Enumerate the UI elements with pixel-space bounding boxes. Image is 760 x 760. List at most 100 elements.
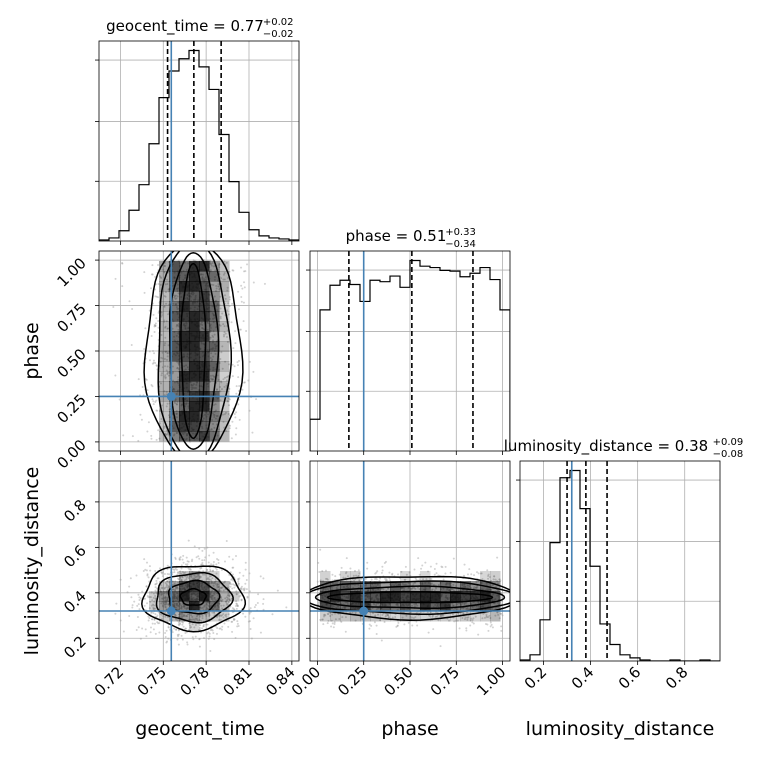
density-geocent_time-vs-luminosity_distance-sample bbox=[262, 598, 265, 601]
density-phase-vs-luminosity_distance-hist-cell bbox=[380, 581, 391, 592]
density-geocent_time-vs-luminosity_distance-sample bbox=[220, 599, 223, 602]
density-geocent_time-vs-luminosity_distance-sample bbox=[158, 592, 161, 595]
density-geocent_time-vs-luminosity_distance-sample bbox=[202, 625, 205, 628]
density-geocent_time-vs-phase-sample bbox=[227, 276, 230, 279]
density-phase-vs-luminosity_distance-sample bbox=[330, 619, 333, 622]
density-geocent_time-vs-phase-sample bbox=[228, 398, 231, 401]
density-geocent_time-vs-phase-hist-cell bbox=[209, 281, 220, 292]
density-geocent_time-vs-luminosity_distance-sample bbox=[155, 591, 158, 594]
density-geocent_time-vs-luminosity_distance-sample bbox=[161, 605, 164, 608]
density-geocent_time-vs-luminosity_distance-sample bbox=[186, 607, 189, 610]
density-geocent_time-vs-luminosity_distance-sample bbox=[142, 569, 145, 572]
density-phase-vs-luminosity_distance-hist-cell bbox=[480, 611, 491, 622]
density-geocent_time-vs-luminosity_distance-sample bbox=[211, 594, 214, 597]
density-phase-vs-luminosity_distance-hist-cell bbox=[370, 581, 381, 592]
density-geocent_time-vs-luminosity_distance-sample bbox=[154, 594, 157, 597]
density-geocent_time-vs-luminosity_distance-sample bbox=[153, 607, 156, 610]
density-phase-vs-luminosity_distance-sample bbox=[430, 582, 433, 585]
density-phase-vs-luminosity_distance-sample bbox=[427, 570, 430, 573]
density-geocent_time-vs-phase-hist-cell bbox=[189, 341, 200, 352]
ylabel-phase: phase bbox=[21, 322, 43, 379]
density-geocent_time-vs-luminosity_distance-sample bbox=[203, 547, 206, 550]
density-geocent_time-vs-luminosity_distance-sample bbox=[186, 563, 189, 566]
density-phase-vs-luminosity_distance-sample bbox=[431, 588, 434, 591]
density-geocent_time-vs-luminosity_distance-hist-cell bbox=[179, 581, 190, 592]
density-geocent_time-vs-phase-sample bbox=[219, 324, 222, 327]
density-geocent_time-vs-phase-sample bbox=[234, 416, 237, 419]
density-phase-vs-luminosity_distance-hist-cell bbox=[480, 591, 491, 602]
density-geocent_time-vs-luminosity_distance-sample bbox=[252, 617, 255, 620]
density-geocent_time-vs-phase-hist-cell bbox=[159, 301, 170, 312]
density-phase-vs-luminosity_distance-hist-cell bbox=[350, 611, 361, 622]
density-geocent_time-vs-luminosity_distance-sample bbox=[190, 574, 193, 577]
density-phase-vs-luminosity_distance-sample bbox=[414, 605, 417, 608]
density-geocent_time-vs-phase-sample bbox=[213, 333, 216, 336]
density-geocent_time-vs-luminosity_distance-sample bbox=[210, 598, 213, 601]
density-phase-vs-luminosity_distance-sample bbox=[368, 627, 371, 630]
density-geocent_time-vs-luminosity_distance-sample bbox=[164, 596, 167, 599]
density-geocent_time-vs-phase-hist-cell bbox=[159, 371, 170, 382]
density-geocent_time-vs-phase-sample bbox=[209, 336, 212, 339]
density-geocent_time-vs-luminosity_distance-sample bbox=[181, 576, 184, 579]
density-phase-vs-luminosity_distance-sample bbox=[465, 627, 468, 630]
density-geocent_time-vs-luminosity_distance-sample bbox=[243, 587, 246, 590]
density-geocent_time-vs-luminosity_distance-hist-cell bbox=[179, 611, 190, 622]
density-geocent_time-vs-phase-sample bbox=[150, 383, 153, 386]
density-geocent_time-vs-phase-sample bbox=[214, 403, 217, 406]
density-geocent_time-vs-luminosity_distance-sample bbox=[180, 605, 183, 608]
density-geocent_time-vs-luminosity_distance-sample bbox=[219, 599, 222, 602]
density-geocent_time-vs-luminosity_distance-sample bbox=[161, 604, 164, 607]
density-geocent_time-vs-phase-sample bbox=[212, 284, 215, 287]
density-phase-vs-luminosity_distance-sample bbox=[433, 573, 436, 576]
density-geocent_time-vs-luminosity_distance-hist-cell bbox=[189, 591, 200, 602]
density-geocent_time-vs-luminosity_distance-layer bbox=[99, 461, 299, 661]
density-geocent_time-vs-luminosity_distance-sample bbox=[163, 592, 166, 595]
density-geocent_time-vs-luminosity_distance-sample bbox=[223, 560, 226, 563]
density-geocent_time-vs-luminosity_distance-sample bbox=[200, 567, 203, 570]
density-geocent_time-vs-phase-sample bbox=[222, 335, 225, 338]
density-phase-vs-luminosity_distance-sample bbox=[411, 616, 414, 619]
density-geocent_time-vs-phase-sample bbox=[160, 356, 163, 359]
hist-luminosity_distance-xtick-label: 0.2 bbox=[521, 663, 551, 693]
density-geocent_time-vs-luminosity_distance-sample bbox=[193, 626, 196, 629]
density-geocent_time-vs-phase-sample bbox=[166, 402, 169, 405]
density-geocent_time-vs-luminosity_distance-sample bbox=[235, 600, 238, 603]
density-geocent_time-vs-luminosity_distance-sample bbox=[150, 611, 153, 614]
density-geocent_time-vs-phase-sample bbox=[164, 291, 167, 294]
density-geocent_time-vs-phase-sample bbox=[218, 428, 221, 431]
density-phase-vs-luminosity_distance-xtick-label: 0.50 bbox=[380, 663, 416, 699]
density-geocent_time-vs-phase-sample bbox=[211, 358, 214, 361]
density-geocent_time-vs-phase-sample bbox=[166, 327, 169, 330]
density-geocent_time-vs-phase-sample bbox=[163, 270, 166, 273]
density-geocent_time-vs-phase-sample bbox=[236, 364, 239, 367]
density-geocent_time-vs-luminosity_distance-sample bbox=[198, 637, 201, 640]
density-geocent_time-vs-phase-hist-cell bbox=[219, 281, 230, 292]
density-phase-vs-luminosity_distance-hist-cell bbox=[380, 611, 391, 622]
density-phase-vs-luminosity_distance-contour bbox=[310, 575, 510, 621]
density-geocent_time-vs-phase-sample bbox=[164, 377, 167, 380]
density-geocent_time-vs-luminosity_distance-sample bbox=[229, 585, 232, 588]
density-geocent_time-vs-luminosity_distance-sample bbox=[152, 596, 155, 599]
density-geocent_time-vs-phase-sample bbox=[121, 285, 124, 288]
density-geocent_time-vs-phase-hist-cell bbox=[219, 261, 230, 272]
hist-luminosity_distance-frame bbox=[519, 460, 721, 662]
density-geocent_time-vs-phase-sample bbox=[163, 304, 166, 307]
density-geocent_time-vs-luminosity_distance-sample bbox=[227, 592, 230, 595]
density-geocent_time-vs-luminosity_distance-sample bbox=[238, 571, 241, 574]
density-phase-vs-luminosity_distance-sample bbox=[391, 573, 394, 576]
density-phase-vs-luminosity_distance-sample bbox=[492, 578, 495, 581]
density-geocent_time-vs-luminosity_distance-sample bbox=[225, 599, 228, 602]
density-phase-vs-luminosity_distance-sample bbox=[465, 629, 468, 632]
density-phase-vs-luminosity_distance-sample bbox=[386, 579, 389, 582]
density-geocent_time-vs-phase-contour bbox=[180, 262, 207, 440]
density-geocent_time-vs-luminosity_distance-sample bbox=[164, 596, 167, 599]
density-geocent_time-vs-luminosity_distance-sample bbox=[201, 627, 204, 630]
density-phase-vs-luminosity_distance-sample bbox=[487, 629, 490, 632]
density-geocent_time-vs-luminosity_distance-sample bbox=[162, 601, 165, 604]
density-geocent_time-vs-luminosity_distance-sample bbox=[187, 560, 190, 563]
density-geocent_time-vs-phase-hist-cell bbox=[209, 401, 220, 412]
density-geocent_time-vs-phase-sample bbox=[219, 390, 222, 393]
density-phase-vs-luminosity_distance-sample bbox=[396, 624, 399, 627]
density-geocent_time-vs-phase-sample bbox=[235, 385, 238, 388]
density-phase-vs-luminosity_distance-sample bbox=[496, 611, 499, 614]
